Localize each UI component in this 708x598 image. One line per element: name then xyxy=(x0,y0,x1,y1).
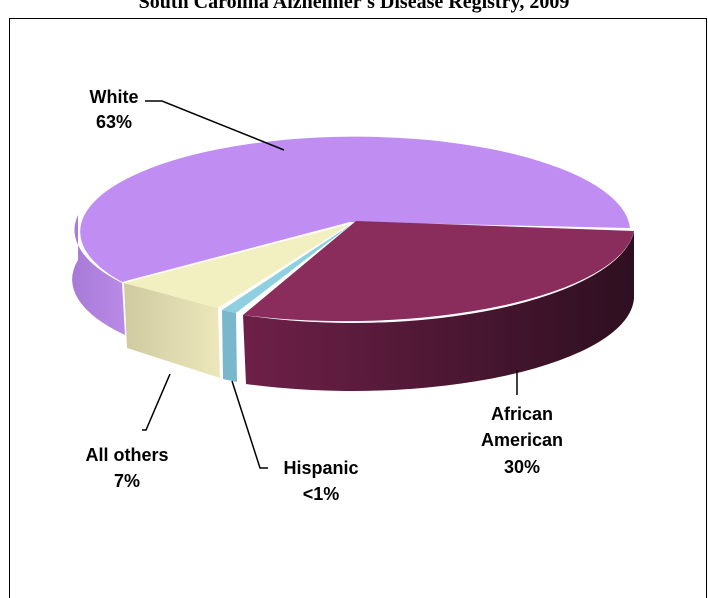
slice-white-side xyxy=(72,215,125,335)
label-all-others-name: All others xyxy=(85,445,168,465)
label-white-pct: 63% xyxy=(96,112,132,132)
slice-white xyxy=(80,136,631,282)
label-white-name: White xyxy=(90,87,139,107)
label-aa-pct: 30% xyxy=(504,457,540,477)
leader-hispanic xyxy=(231,380,268,469)
slice-african-american xyxy=(243,221,634,322)
label-aa-name-1: African xyxy=(491,404,553,424)
label-hispanic-name: Hispanic xyxy=(283,458,358,478)
chart-frame xyxy=(9,18,707,598)
chart-title: South Carolina Alzheimer's Disease Regis… xyxy=(138,0,570,13)
slice-african-american-side xyxy=(243,232,634,391)
leader-all-others xyxy=(142,373,171,431)
label-hispanic-pct: <1% xyxy=(303,484,340,504)
label-aa-name-2: American xyxy=(481,430,563,450)
slice-all-others xyxy=(124,224,350,308)
label-all-others-pct: 7% xyxy=(114,471,140,491)
slice-hispanic xyxy=(222,224,352,313)
leader-white xyxy=(145,100,285,151)
slice-hispanic-side xyxy=(222,310,237,382)
slice-all-others-side xyxy=(124,283,220,378)
